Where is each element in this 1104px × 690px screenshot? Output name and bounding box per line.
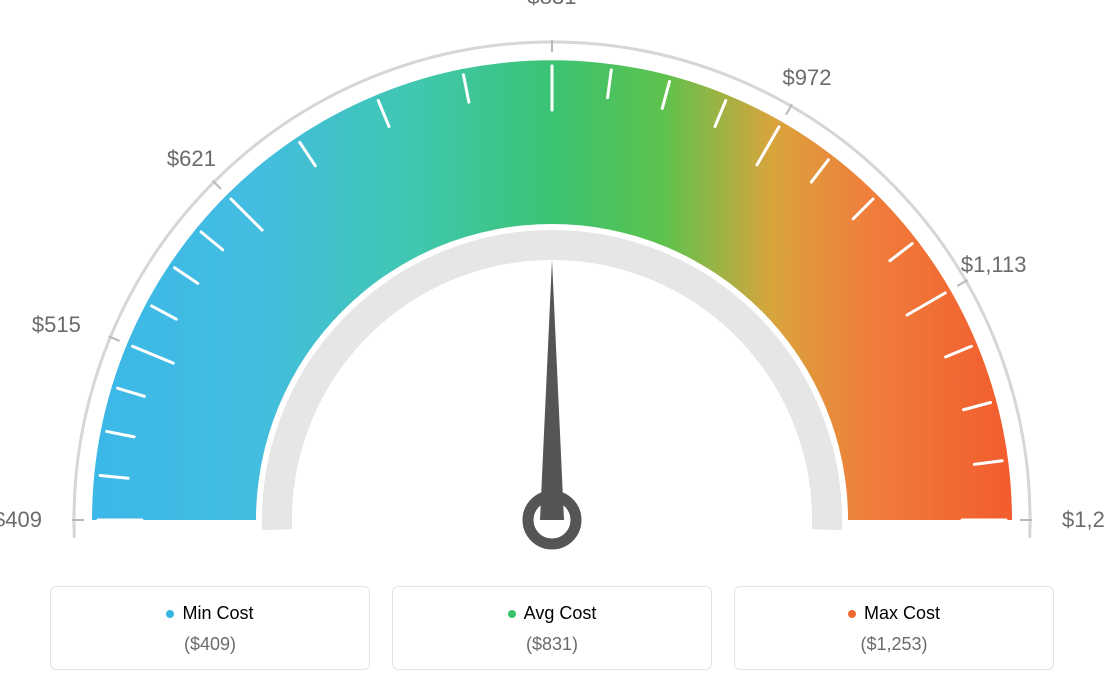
legend-avg-dot [508,610,516,618]
legend-max-dot [848,610,856,618]
gauge-tick-label: $621 [167,146,216,172]
gauge-tick-label: $1,113 [961,252,1027,278]
legend-max-value: ($1,253) [749,634,1039,655]
legend-row: Min Cost ($409) Avg Cost ($831) Max Cost… [0,586,1104,670]
gauge-area: $409 $515 $621 $831 $972 $1,113 $1,253 [0,0,1104,560]
legend-avg-label-wrap: Avg Cost [508,603,597,624]
legend-min-card: Min Cost ($409) [50,586,370,670]
gauge-svg [0,0,1104,560]
gauge-tick-label: $1,253 [1062,507,1104,533]
legend-min-label: Min Cost [182,603,253,624]
legend-avg-value: ($831) [407,634,697,655]
legend-min-value: ($409) [65,634,355,655]
gauge-tick-label: $972 [783,65,832,91]
gauge-tick-label: $409 [0,507,42,533]
cost-gauge-widget: $409 $515 $621 $831 $972 $1,113 $1,253 Min Cos… [0,0,1104,690]
legend-max-label: Max Cost [864,603,940,624]
legend-min-dot [166,610,174,618]
legend-avg-label: Avg Cost [524,603,597,624]
legend-avg-card: Avg Cost ($831) [392,586,712,670]
legend-max-card: Max Cost ($1,253) [734,586,1054,670]
legend-max-label-wrap: Max Cost [848,603,940,624]
legend-min-label-wrap: Min Cost [166,603,253,624]
gauge-tick-label: $515 [32,312,81,338]
gauge-tick-label: $831 [528,0,577,10]
